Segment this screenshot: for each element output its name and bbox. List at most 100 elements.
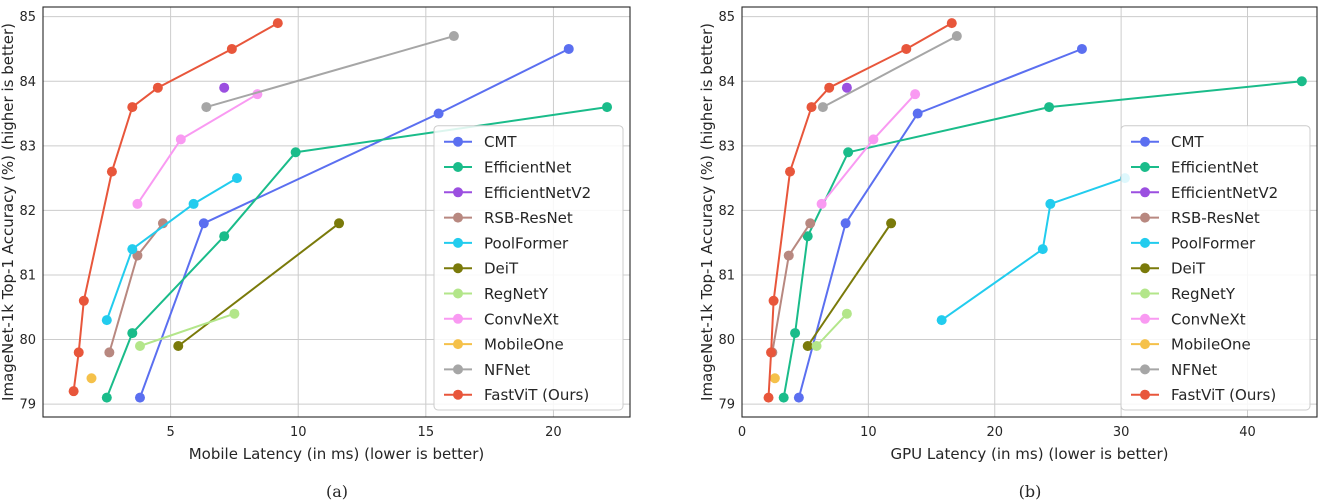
data-point bbox=[785, 166, 796, 177]
data-point bbox=[886, 218, 897, 229]
panel-caption: (b) bbox=[1019, 482, 1042, 501]
data-point bbox=[78, 295, 89, 306]
legend-label: ConvNeXt bbox=[1171, 310, 1246, 328]
series-line bbox=[139, 48, 570, 398]
series-poolformer bbox=[101, 173, 242, 326]
series-line bbox=[941, 177, 1126, 321]
data-point bbox=[841, 82, 852, 93]
series-convnext bbox=[816, 89, 921, 209]
series-fastvit-ours bbox=[68, 18, 283, 397]
y-tick-label: 79 bbox=[718, 398, 735, 413]
data-point bbox=[843, 147, 854, 158]
data-point bbox=[1044, 102, 1055, 113]
legend-item: MobileOne bbox=[1131, 336, 1251, 354]
y-tick-label: 85 bbox=[19, 10, 36, 25]
series-mobileone bbox=[769, 373, 780, 384]
series-nfnet bbox=[201, 31, 459, 113]
data-point bbox=[840, 218, 851, 229]
data-point bbox=[824, 82, 835, 93]
data-point bbox=[106, 166, 117, 177]
data-point bbox=[946, 18, 957, 29]
legend-item: NFNet bbox=[444, 361, 530, 379]
legend-item: PoolFormer bbox=[444, 234, 569, 252]
data-point bbox=[816, 198, 827, 209]
data-point bbox=[1037, 244, 1048, 255]
legend-swatch-marker bbox=[1140, 212, 1150, 223]
series-group bbox=[68, 18, 613, 403]
data-point bbox=[763, 392, 774, 403]
legend-label: DeiT bbox=[1171, 260, 1206, 278]
data-point bbox=[805, 218, 816, 229]
data-point bbox=[101, 315, 112, 326]
data-point bbox=[198, 218, 209, 229]
y-tick-label: 84 bbox=[19, 75, 36, 90]
series-line bbox=[206, 35, 455, 109]
series-line bbox=[72, 22, 279, 392]
legend-label: RegNetY bbox=[1171, 285, 1236, 303]
data-point bbox=[1076, 43, 1087, 54]
legend: CMT EfficientNet EfficientNetV2 RSB-ResNet P… bbox=[1120, 125, 1311, 411]
legend-label: NFNet bbox=[1171, 361, 1217, 379]
x-tick-label: 5 bbox=[166, 425, 174, 440]
data-point bbox=[768, 295, 779, 306]
legend-item: RegNetY bbox=[1131, 285, 1236, 303]
legend-item: RSB-ResNet bbox=[444, 209, 573, 227]
data-point bbox=[783, 250, 794, 261]
legend-item: FastViT (Ours) bbox=[444, 386, 589, 404]
data-point bbox=[793, 392, 804, 403]
legend-label: RegNetY bbox=[484, 285, 549, 303]
data-point bbox=[86, 373, 97, 384]
legend-label: EfficientNetV2 bbox=[1171, 184, 1278, 202]
data-point bbox=[841, 308, 852, 319]
y-axis-ticks: 79 80 81 82 83 84 85 bbox=[718, 10, 735, 412]
series-convnext bbox=[132, 89, 263, 209]
x-tick-label: 20 bbox=[545, 425, 562, 440]
series-efficientnet bbox=[778, 76, 1307, 403]
data-point bbox=[127, 328, 138, 339]
series-efficientnetv2 bbox=[841, 82, 852, 93]
data-point bbox=[802, 231, 813, 242]
data-point bbox=[175, 134, 186, 145]
legend-item: CMT bbox=[444, 133, 517, 151]
legend-swatch-marker bbox=[453, 288, 463, 299]
data-point bbox=[769, 373, 780, 384]
legend-item: EfficientNetV2 bbox=[444, 184, 591, 202]
data-point bbox=[817, 102, 828, 113]
y-axis-title: ImageNet-1k Top-1 Accuracy (%) (higher i… bbox=[698, 23, 716, 401]
legend-item: EfficientNetV2 bbox=[1131, 184, 1278, 202]
legend-swatch-marker bbox=[1140, 237, 1150, 248]
data-point bbox=[563, 43, 574, 54]
x-tick-label: 30 bbox=[1113, 425, 1130, 440]
legend-swatch-marker bbox=[1140, 288, 1150, 299]
y-tick-label: 79 bbox=[19, 398, 36, 413]
series-line bbox=[797, 48, 1083, 398]
data-point bbox=[101, 392, 112, 403]
data-point bbox=[802, 340, 813, 351]
series-line bbox=[136, 93, 258, 205]
legend-swatch-marker bbox=[1140, 389, 1150, 400]
legend-label: EfficientNet bbox=[1171, 159, 1258, 177]
data-point bbox=[201, 102, 212, 113]
x-axis-title: GPU Latency (in ms) (lower is better) bbox=[891, 445, 1169, 463]
data-point bbox=[806, 102, 817, 113]
data-point bbox=[132, 198, 143, 209]
legend-item: RegNetY bbox=[444, 285, 549, 303]
legend-item: DeiT bbox=[1131, 260, 1206, 278]
legend-label: CMT bbox=[1171, 133, 1204, 151]
legend-item: MobileOne bbox=[444, 336, 564, 354]
x-tick-label: 15 bbox=[418, 425, 435, 440]
legend-label: NFNet bbox=[484, 361, 530, 379]
legend-frame bbox=[1120, 125, 1311, 411]
data-point bbox=[219, 231, 230, 242]
legend-swatch-marker bbox=[1140, 263, 1150, 274]
data-point bbox=[134, 392, 145, 403]
series-line bbox=[815, 313, 848, 347]
data-point bbox=[231, 173, 242, 184]
legend-swatch-marker bbox=[453, 313, 463, 324]
data-point bbox=[334, 218, 345, 229]
data-point bbox=[790, 328, 801, 339]
data-point bbox=[104, 347, 115, 358]
legend-item: PoolFormer bbox=[1131, 234, 1256, 252]
legend-label: EfficientNetV2 bbox=[484, 184, 591, 202]
